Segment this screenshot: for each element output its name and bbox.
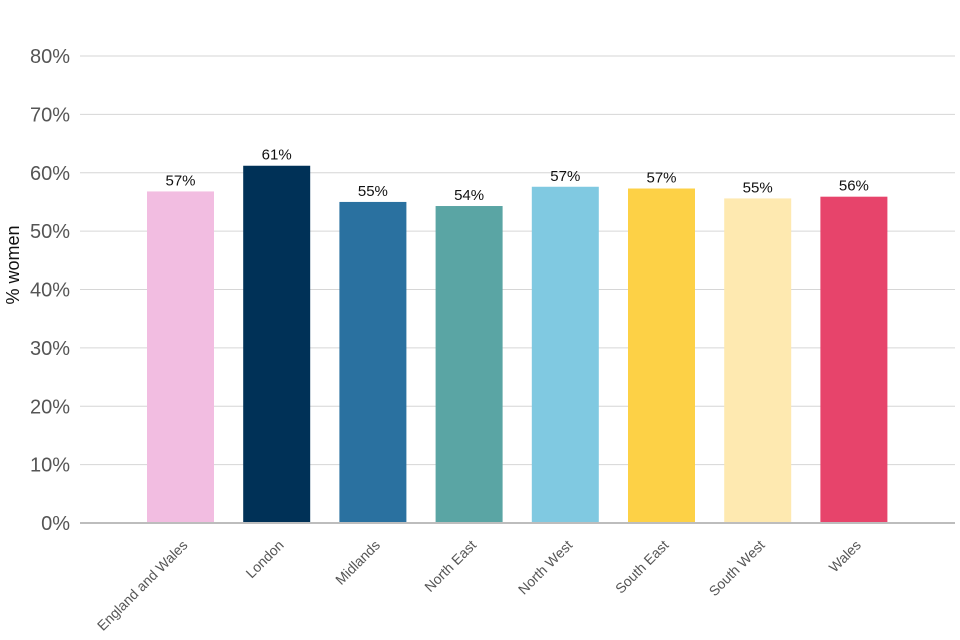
data-label: 55% (743, 179, 773, 196)
data-labels: 57% 61% 55% 54% 57% 57% 55% 56% (165, 147, 868, 204)
x-tick-label: England and Wales (94, 537, 191, 634)
y-tick-label: 40% (30, 280, 70, 302)
data-label: 57% (646, 170, 676, 187)
data-label: 56% (839, 178, 869, 195)
x-tick-label: South East (612, 537, 672, 597)
x-tick-label: South West (706, 537, 768, 599)
data-label: 55% (358, 183, 388, 200)
y-tick-label: 0% (41, 513, 70, 535)
y-axis-ticks: 0% 10% 20% 30% 40% 50% 60% 70% 80% (30, 46, 70, 535)
bar (628, 188, 695, 524)
y-tick-label: 60% (30, 163, 70, 185)
x-tick-label: North East (421, 537, 479, 595)
bar (147, 191, 214, 523)
x-tick-label: North West (515, 537, 576, 598)
x-axis-labels: England and Wales London Midlands North Eas… (94, 537, 864, 634)
bar (243, 165, 311, 523)
bar (435, 206, 503, 523)
data-label: 57% (165, 172, 195, 189)
bar (531, 186, 599, 523)
bar (339, 201, 407, 523)
bar (820, 196, 888, 523)
y-tick-label: 10% (30, 455, 70, 477)
y-tick-label: 70% (30, 104, 70, 126)
x-tick-label: London (242, 537, 286, 581)
bar (724, 198, 792, 523)
data-label: 54% (454, 187, 484, 204)
y-tick-label: 50% (30, 221, 70, 243)
data-label: 57% (550, 168, 580, 185)
gridlines (80, 55, 955, 466)
y-axis-title: % women (3, 225, 23, 304)
y-tick-label: 30% (30, 338, 70, 360)
bars (147, 165, 888, 524)
y-tick-label: 20% (30, 396, 70, 418)
x-tick-label: Midlands (332, 537, 383, 588)
data-label: 61% (262, 147, 292, 164)
y-tick-label: 80% (30, 46, 70, 68)
x-tick-label: Wales (826, 537, 864, 575)
